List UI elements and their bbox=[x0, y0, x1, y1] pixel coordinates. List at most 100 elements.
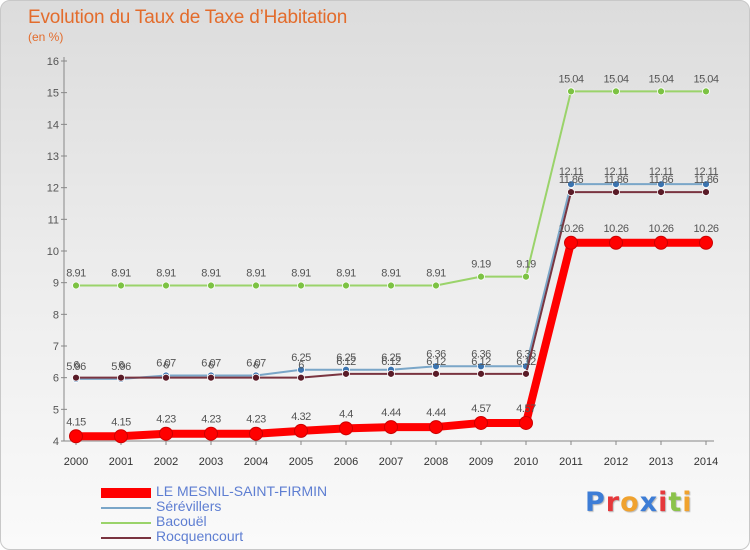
data-label: 6.07 bbox=[246, 357, 266, 369]
data-label: 11.86 bbox=[694, 174, 719, 186]
legend-label: Bacouël bbox=[156, 513, 207, 529]
data-label: 4.15 bbox=[111, 416, 131, 428]
data-point bbox=[702, 87, 710, 96]
legend-label: Sérévillers bbox=[156, 498, 222, 514]
data-label: 15.04 bbox=[558, 73, 583, 85]
data-label: 6 bbox=[208, 360, 214, 372]
data-point bbox=[657, 188, 665, 197]
data-point bbox=[117, 373, 125, 382]
data-label: 6.07 bbox=[201, 357, 221, 369]
data-label: 4.23 bbox=[246, 414, 266, 426]
data-point bbox=[207, 281, 215, 290]
data-label: 6 bbox=[163, 360, 169, 372]
y-tick-label: 13 bbox=[47, 151, 59, 163]
data-point bbox=[342, 281, 350, 290]
y-tick-label: 15 bbox=[47, 88, 59, 100]
data-point bbox=[477, 369, 485, 378]
data-label: 12.11 bbox=[604, 166, 629, 178]
data-label: 8.91 bbox=[246, 268, 266, 280]
legend-swatch bbox=[101, 507, 151, 509]
x-tick-label: 2004 bbox=[244, 456, 268, 468]
data-point bbox=[432, 369, 440, 378]
x-tick-label: 2005 bbox=[289, 456, 313, 468]
proxiti-logo: Proxiti bbox=[585, 487, 693, 518]
data-point bbox=[432, 281, 440, 290]
data-label: 6.25 bbox=[336, 352, 356, 364]
logo-letter: i bbox=[682, 487, 693, 518]
data-point bbox=[339, 421, 353, 436]
data-point bbox=[384, 420, 398, 435]
data-point bbox=[702, 188, 710, 197]
data-label: 8.91 bbox=[336, 268, 356, 280]
data-label: 4.57 bbox=[471, 403, 491, 415]
x-tick-label: 2002 bbox=[154, 456, 178, 468]
legend-label: LE MESNIL-SAINT-FIRMIN bbox=[156, 483, 328, 499]
data-label: 8.91 bbox=[381, 268, 401, 280]
y-tick-label: 8 bbox=[53, 309, 59, 321]
chart-unit-label: (en %) bbox=[28, 30, 64, 44]
data-point bbox=[69, 429, 83, 444]
legend-swatch bbox=[101, 537, 151, 539]
y-tick-label: 4 bbox=[53, 436, 59, 448]
data-point bbox=[702, 180, 710, 189]
x-tick-label: 2006 bbox=[334, 456, 358, 468]
x-tick-label: 2008 bbox=[424, 456, 448, 468]
data-label: 6 bbox=[118, 360, 124, 372]
data-point bbox=[297, 373, 305, 382]
data-label: 6.12 bbox=[336, 356, 356, 368]
data-point bbox=[252, 373, 260, 382]
data-point bbox=[387, 281, 395, 290]
data-point bbox=[342, 369, 350, 378]
data-point bbox=[654, 235, 668, 250]
data-label: 5.96 bbox=[66, 361, 86, 373]
data-point bbox=[162, 281, 170, 290]
y-tick-label: 10 bbox=[47, 246, 59, 258]
data-point bbox=[477, 272, 485, 281]
legend-swatch bbox=[101, 522, 151, 524]
data-label: 6.12 bbox=[516, 356, 536, 368]
data-label: 8.91 bbox=[66, 268, 86, 280]
data-label: 12.11 bbox=[694, 166, 719, 178]
data-point bbox=[114, 429, 128, 444]
data-point bbox=[609, 235, 623, 250]
logo-letter: i bbox=[658, 487, 669, 518]
data-label: 6.07 bbox=[156, 357, 176, 369]
data-label: 11.86 bbox=[604, 174, 629, 186]
data-label: 6.25 bbox=[381, 352, 401, 364]
data-label: 15.04 bbox=[603, 73, 628, 85]
series-line-1 bbox=[75, 183, 707, 380]
data-point bbox=[612, 180, 620, 189]
data-point bbox=[522, 369, 530, 378]
legend-swatch bbox=[101, 488, 151, 498]
data-label: 8.91 bbox=[426, 268, 446, 280]
data-label: 4.44 bbox=[426, 407, 446, 419]
data-label: 4.57 bbox=[516, 403, 536, 415]
data-point bbox=[474, 415, 488, 430]
data-label: 8.91 bbox=[201, 268, 221, 280]
data-point bbox=[657, 87, 665, 96]
data-point bbox=[207, 373, 215, 382]
data-label: 12.11 bbox=[649, 166, 674, 178]
data-point bbox=[72, 281, 80, 290]
data-point bbox=[612, 87, 620, 96]
data-point bbox=[519, 415, 533, 430]
x-tick-label: 2013 bbox=[649, 456, 673, 468]
data-label: 6.12 bbox=[471, 356, 491, 368]
y-tick-label: 7 bbox=[53, 341, 59, 353]
y-tick-label: 6 bbox=[53, 373, 59, 385]
data-label: 6.12 bbox=[381, 356, 401, 368]
data-point bbox=[429, 420, 443, 435]
data-point bbox=[297, 365, 305, 374]
data-label: 4.15 bbox=[66, 416, 86, 428]
x-tick-label: 2007 bbox=[379, 456, 403, 468]
data-point bbox=[252, 281, 260, 290]
data-label: 6.36 bbox=[426, 348, 446, 360]
data-label: 15.04 bbox=[693, 73, 718, 85]
series-line-0 bbox=[75, 90, 707, 287]
data-label: 10.26 bbox=[648, 223, 673, 235]
data-label: 6.12 bbox=[426, 356, 446, 368]
data-point bbox=[117, 281, 125, 290]
x-tick-label: 2001 bbox=[109, 456, 133, 468]
